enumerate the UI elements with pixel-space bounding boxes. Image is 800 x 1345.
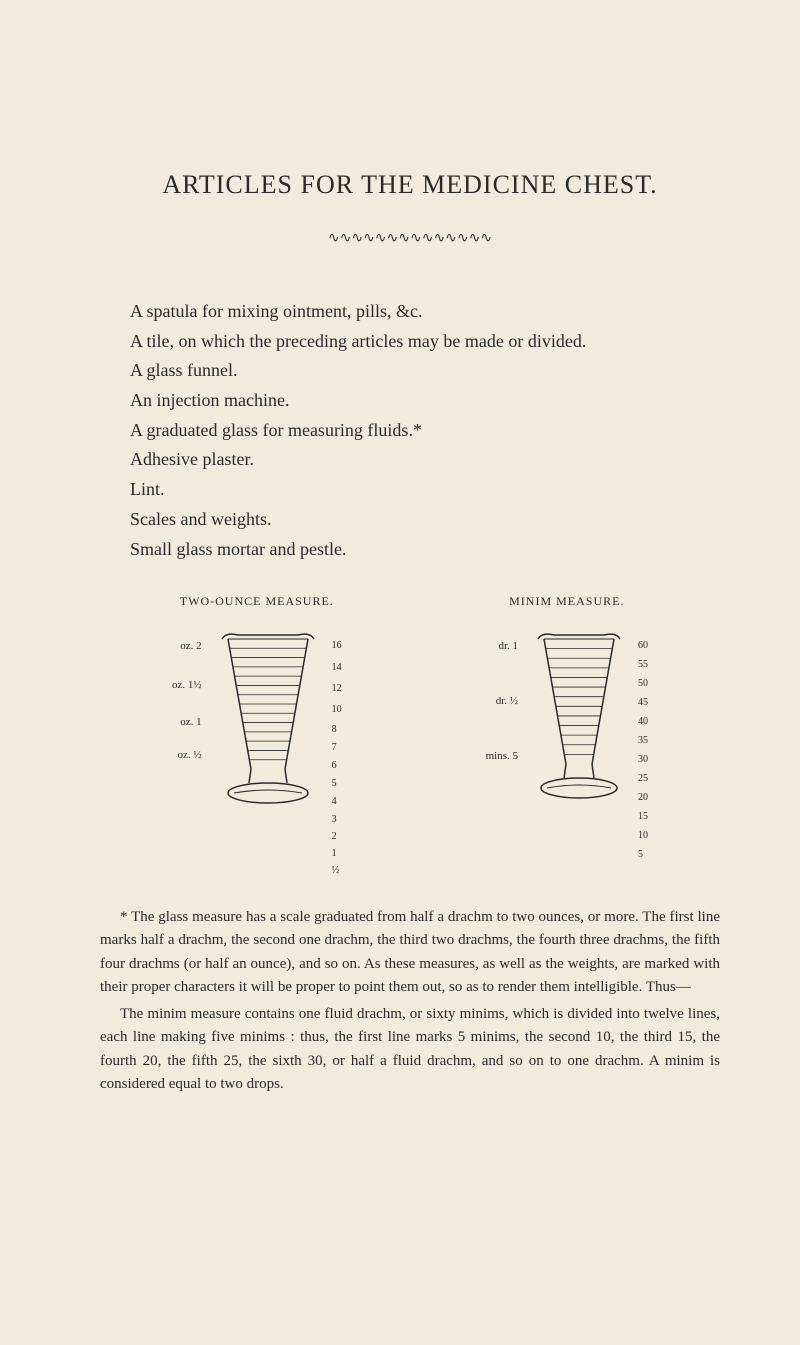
diagram-wrap-right: dr. 1 dr. ½ mins. 5 60 55 50 45 40 35 30 25 20 15 10… <box>486 627 648 860</box>
scale-number: 7 <box>332 743 337 753</box>
scale-number: 50 <box>638 679 648 689</box>
scale-label: dr. ½ <box>496 696 518 707</box>
section-divider: ∿∿∿∿∿∿∿∿∿∿∿∿∿∿ <box>100 230 720 247</box>
scale-label: oz. 1½ <box>172 680 202 691</box>
body-line: A graduated glass for measuring fluids.* <box>110 416 720 446</box>
scale-number: 4 <box>332 797 337 807</box>
body-line: Scales and weights. <box>110 505 720 535</box>
scale-label: mins. 5 <box>486 751 518 762</box>
body-text-block: A spatula for mixing ointment, pills, &c… <box>110 297 720 564</box>
scale-number: 15 <box>638 812 648 822</box>
page-container: ARTICLES FOR THE MEDICINE CHEST. ∿∿∿∿∿∿∿… <box>0 0 800 1160</box>
scale-number: 8 <box>332 725 337 735</box>
scale-number: ½ <box>332 866 340 876</box>
scale-number: 5 <box>332 779 337 789</box>
axis-labels-left-1: oz. 2 oz. 1½ oz. 1 oz. ½ <box>172 627 208 761</box>
scale-label: oz. ½ <box>177 750 201 761</box>
figure-caption-right: MINIM MEASURE. <box>509 594 624 609</box>
body-line: Lint. <box>110 475 720 505</box>
scale-label: oz. 1 <box>180 717 201 728</box>
body-line: An injection machine. <box>110 386 720 416</box>
body-line: A glass funnel. <box>110 356 720 386</box>
footnote-block: * The glass measure has a scale graduate… <box>100 906 720 1096</box>
body-line: Small glass mortar and pestle. <box>110 535 720 565</box>
axis-labels-left-2: dr. 1 dr. ½ mins. 5 <box>486 627 524 762</box>
body-line: Adhesive plaster. <box>110 445 720 475</box>
scale-number: 2 <box>332 832 337 842</box>
axis-labels-right-2: 60 55 50 45 40 35 30 25 20 15 10 5 <box>634 627 648 860</box>
footnote-paragraph-1: * The glass measure has a scale graduate… <box>100 906 720 999</box>
scale-number: 16 <box>332 641 342 651</box>
body-line: A tile, on which the preceding articles … <box>110 327 720 357</box>
scale-number: 6 <box>332 761 337 771</box>
footnote-paragraph-2: The minim measure contains one fluid dra… <box>100 1003 720 1096</box>
scale-number: 3 <box>332 815 337 825</box>
scale-number: 30 <box>638 755 648 765</box>
scale-number: 60 <box>638 641 648 651</box>
scale-number: 5 <box>638 850 643 860</box>
scale-number: 35 <box>638 736 648 746</box>
figure-caption-left: TWO-OUNCE MEASURE. <box>180 594 334 609</box>
scale-number: 55 <box>638 660 648 670</box>
body-line: A spatula for mixing ointment, pills, &c… <box>110 297 720 327</box>
diagram-wrap-left: oz. 2 oz. 1½ oz. 1 oz. ½ 16 14 12 10 8 7 6 5 4 3 2 1 ½ <box>172 627 342 876</box>
scale-label: dr. 1 <box>498 641 518 652</box>
figure-two-ounce: TWO-OUNCE MEASURE. oz. 2 oz. 1½ oz. 1 oz. ½… <box>172 594 342 876</box>
scale-number: 20 <box>638 793 648 803</box>
scale-number: 10 <box>638 831 648 841</box>
axis-labels-right-1: 16 14 12 10 8 7 6 5 4 3 2 1 ½ <box>328 627 342 876</box>
scale-number: 40 <box>638 717 648 727</box>
glass-diagram-right <box>524 627 634 802</box>
scale-number: 10 <box>332 705 342 715</box>
glass-diagram-left <box>208 627 328 807</box>
scale-number: 45 <box>638 698 648 708</box>
scale-number: 12 <box>332 684 342 694</box>
scale-number: 14 <box>332 663 342 673</box>
scale-label: oz. 2 <box>180 641 201 652</box>
figure-minim: MINIM MEASURE. dr. 1 dr. ½ mins. 5 60 55 50 4… <box>486 594 648 860</box>
scale-number: 1 <box>332 849 337 859</box>
figures-row: TWO-OUNCE MEASURE. oz. 2 oz. 1½ oz. 1 oz. ½… <box>100 594 720 876</box>
scale-number: 25 <box>638 774 648 784</box>
page-title: ARTICLES FOR THE MEDICINE CHEST. <box>100 170 720 200</box>
